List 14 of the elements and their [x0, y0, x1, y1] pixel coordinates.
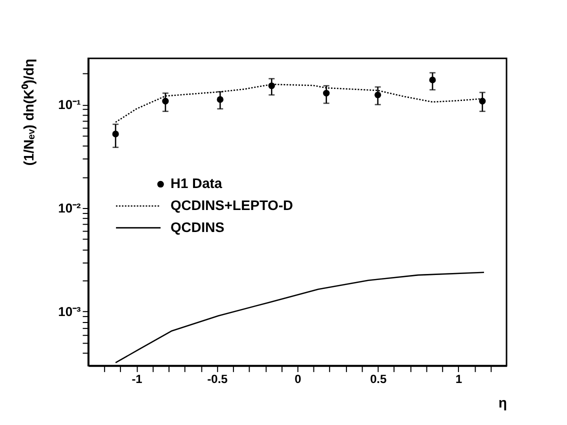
y-tick-label: 10⁻³	[58, 304, 82, 319]
line-series	[114, 272, 485, 364]
x-tick-label: 1	[455, 372, 462, 386]
x-tick-label: 0	[294, 372, 302, 386]
x-tick-label: -0.5	[207, 372, 228, 386]
y-axis-title: (1/Nₑᵥ) dn(K⁰)/dη	[20, 58, 36, 166]
y-tick-label: 10⁻¹	[58, 97, 81, 112]
x-tick-label: 0.5	[370, 372, 387, 386]
y-tick-label: 10⁻²	[58, 200, 82, 216]
legend-label: QCDINS	[170, 218, 224, 235]
x-axis-title: η	[498, 394, 508, 411]
x-tick-label: -1	[132, 372, 143, 386]
legend-label: H1 Data	[170, 175, 222, 192]
legend-label: QCDINS+LEPTO-D	[170, 196, 294, 213]
